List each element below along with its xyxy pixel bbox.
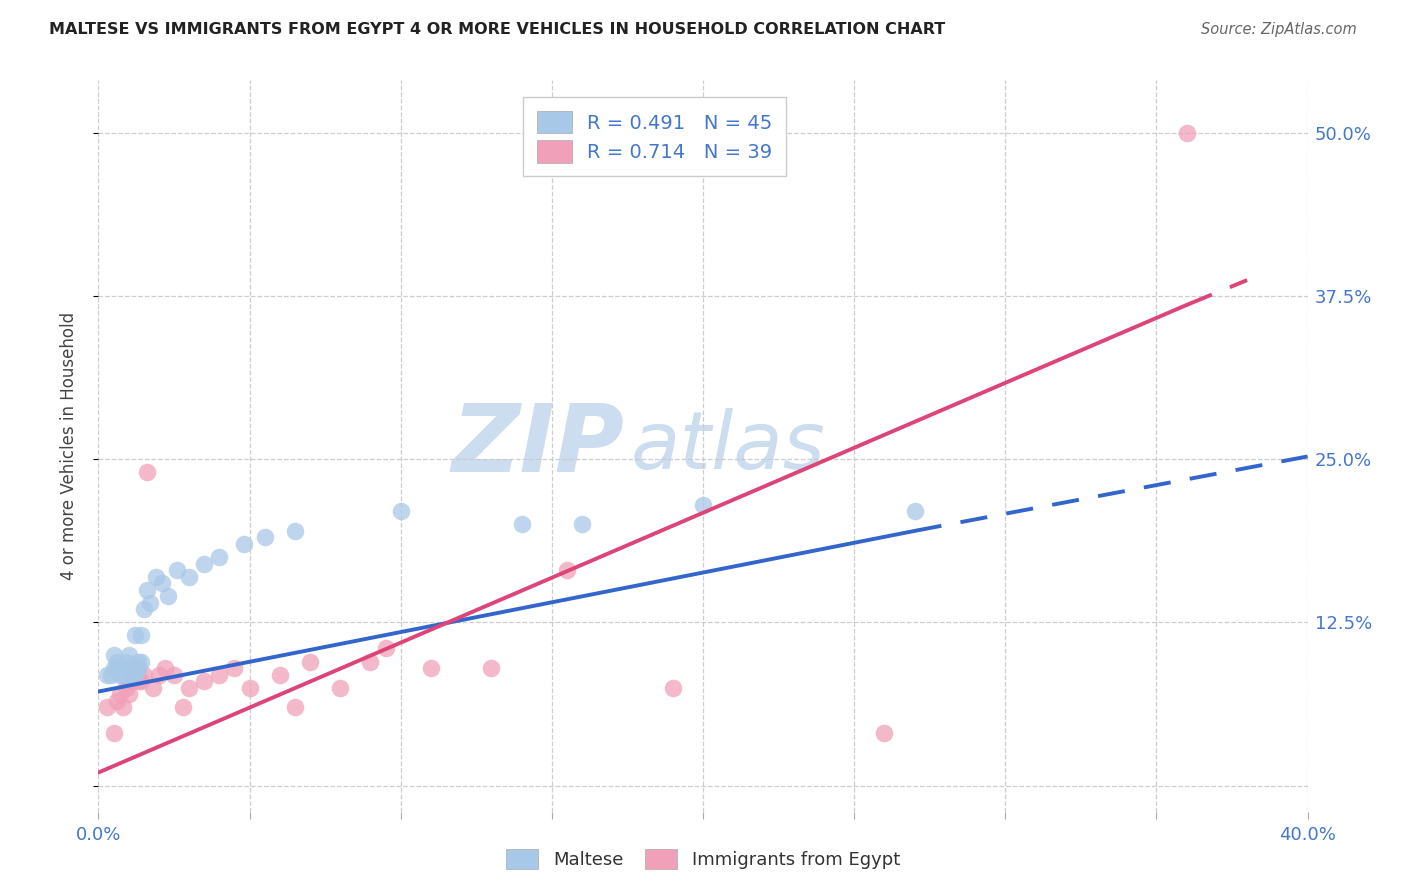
Point [108,687,131,701]
Point [374,641,396,656]
Point [105,661,128,675]
Point [121,674,143,689]
Point [299,655,322,669]
Point [111,700,134,714]
Point [121,661,143,675]
Point [96,667,118,681]
Point [284,700,307,714]
Text: MALTESE VS IMMIGRANTS FROM EGYPT 4 OR MORE VEHICLES IN HOUSEHOLD CORRELATION CHA: MALTESE VS IMMIGRANTS FROM EGYPT 4 OR MO… [49,22,945,37]
Point [224,661,246,675]
Point [124,667,146,681]
Point [253,530,276,544]
Point [118,661,141,675]
Point [150,576,173,591]
Point [208,667,231,681]
Point [360,655,382,669]
Point [661,681,683,695]
Point [163,667,186,681]
Point [692,498,714,512]
Point [124,661,146,675]
Point [114,655,136,669]
Point [145,569,167,583]
Text: ZIP: ZIP [451,400,624,492]
Point [118,648,141,662]
Point [105,694,128,708]
Point [118,674,141,689]
Point [571,517,593,532]
Point [118,661,141,675]
Point [481,661,503,675]
Point [103,661,125,675]
Point [1175,126,1198,140]
Point [148,667,170,681]
Point [96,700,118,714]
Point [510,517,533,532]
Point [193,674,215,689]
Point [156,589,179,603]
Point [232,537,254,551]
Point [114,661,136,675]
Point [121,667,143,681]
Point [142,681,165,695]
Point [269,667,291,681]
Point [135,582,157,597]
Legend: R = 0.491   N = 45, R = 0.714   N = 39: R = 0.491 N = 45, R = 0.714 N = 39 [523,97,786,177]
Point [129,674,152,689]
Point [103,648,125,662]
Point [111,667,134,681]
Point [239,681,262,695]
Point [127,674,149,689]
Point [127,655,149,669]
Point [118,667,141,681]
Point [103,726,125,740]
Point [329,681,352,695]
Point [208,549,231,564]
Point [111,661,134,675]
Point [172,700,194,714]
Point [153,661,176,675]
Point [108,667,131,681]
Point [132,602,155,616]
Point [129,628,152,642]
Point [179,681,201,695]
Point [139,596,162,610]
Point [129,655,152,669]
Point [555,563,578,577]
Text: Source: ZipAtlas.com: Source: ZipAtlas.com [1201,22,1357,37]
Point [127,661,149,675]
Point [179,569,201,583]
Point [127,661,149,675]
Y-axis label: 4 or more Vehicles in Household: 4 or more Vehicles in Household [59,312,77,580]
Point [114,681,136,695]
Point [193,557,215,571]
Point [121,667,143,681]
Point [132,667,155,681]
Point [135,465,157,479]
Text: atlas: atlas [630,409,825,486]
Point [124,661,146,675]
Point [124,628,146,642]
Point [100,667,122,681]
Point [111,661,134,675]
Point [284,524,307,538]
Point [873,726,896,740]
Point [108,661,131,675]
Point [105,655,128,669]
Point [118,687,141,701]
Legend: Maltese, Immigrants from Egypt: Maltese, Immigrants from Egypt [496,839,910,879]
Point [121,661,143,675]
Point [124,667,146,681]
Point [904,504,927,518]
Point [389,504,412,518]
Point [166,563,188,577]
Point [420,661,443,675]
